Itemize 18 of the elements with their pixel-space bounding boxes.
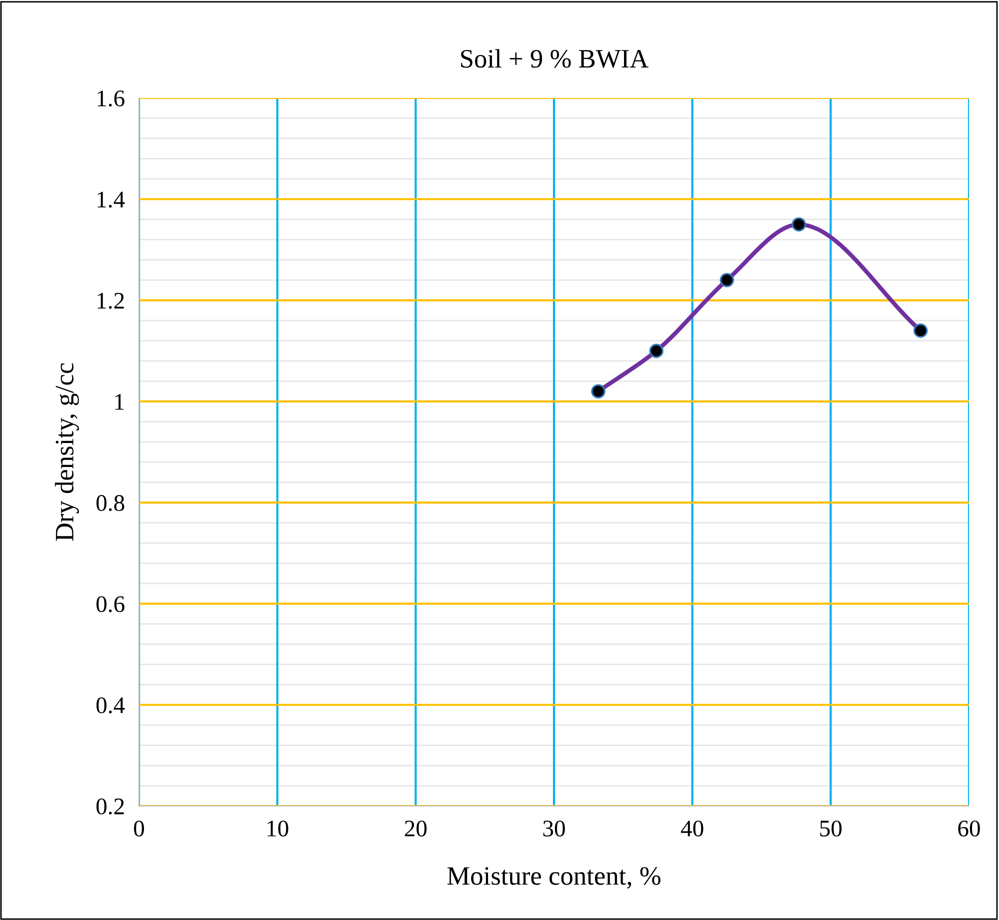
x-axis-title: Moisture content, %: [447, 867, 660, 889]
x-tick-label: 30: [543, 820, 565, 837]
x-tick-label: 0: [134, 820, 144, 837]
x-tick-label: 10: [268, 820, 288, 837]
y-tick-label: 1: [115, 394, 124, 410]
x-tick-label: 20: [404, 820, 427, 837]
y-tick-label: 1.2: [98, 292, 124, 309]
y-tick-label: 0.8: [96, 495, 124, 512]
x-tick-label: 60: [958, 820, 980, 837]
y-tick-label: 0.4: [96, 697, 125, 714]
x-tick-label: 40: [680, 820, 704, 837]
y-tick-label: 0.2: [96, 798, 124, 815]
y-tick-label: 1.6: [98, 90, 124, 107]
y-axis-title: Dry density, g/cc: [54, 363, 79, 541]
x-tick-label: 50: [820, 820, 842, 837]
y-tick-label: 0.6: [96, 596, 124, 612]
chart-title: Soil + 9 % BWIA: [461, 49, 648, 68]
y-tick-label: 1.4: [98, 192, 125, 208]
